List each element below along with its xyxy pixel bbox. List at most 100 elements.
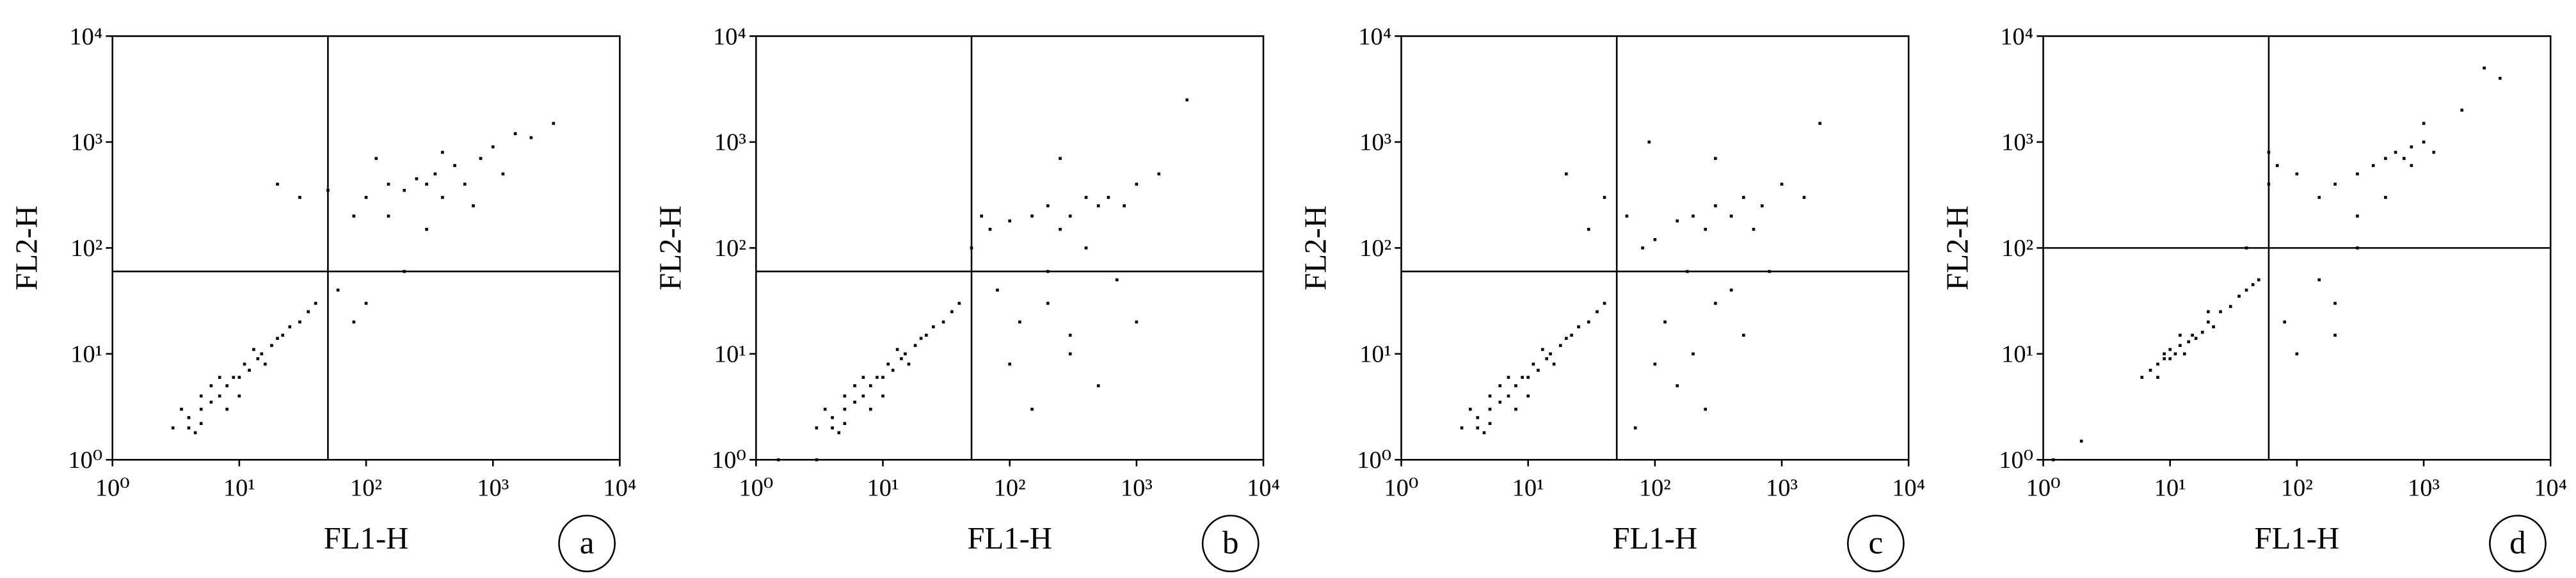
x-tick-label: 10⁴	[2534, 475, 2567, 502]
point	[1704, 227, 1708, 231]
point	[941, 320, 945, 324]
point	[1514, 384, 1517, 387]
point	[307, 310, 310, 314]
point	[2283, 320, 2287, 324]
point	[1676, 219, 1679, 223]
y-tick-label: 10¹	[714, 341, 746, 368]
point	[1059, 157, 1062, 160]
point	[1059, 227, 1062, 231]
point	[1521, 376, 1524, 379]
panel: 10⁰ 10¹ 10² 10³ 10⁴ 10⁰ 10¹ 10² 10³ 10⁴ FL1-H FL2-H…	[1299, 23, 1925, 573]
point	[1729, 214, 1733, 218]
point	[1603, 301, 1606, 305]
point	[2183, 352, 2186, 356]
plot-frame	[111, 35, 621, 461]
point	[950, 310, 954, 314]
x-axis-label: FL1-H	[324, 521, 409, 556]
x-tick-label: 10³	[1121, 475, 1153, 502]
point	[218, 394, 221, 397]
point	[1135, 320, 1139, 324]
point	[252, 348, 255, 351]
point	[831, 416, 834, 419]
x-axis-label: FL1-H	[967, 521, 1052, 556]
point	[2194, 337, 2198, 340]
point	[193, 431, 197, 435]
y-tick-label: 10⁴	[69, 23, 102, 50]
point	[1802, 196, 1806, 199]
point	[1157, 172, 1161, 176]
point	[288, 325, 292, 328]
point	[1488, 394, 1492, 397]
point	[1030, 408, 1034, 411]
y-axis-label: FL2-H	[10, 205, 44, 291]
point	[1653, 362, 1657, 366]
point	[336, 288, 340, 292]
point	[2317, 278, 2321, 282]
point	[1625, 214, 1629, 218]
point	[1549, 352, 1552, 356]
point	[2384, 196, 2387, 199]
point	[907, 362, 911, 366]
point	[187, 416, 191, 419]
point	[843, 422, 847, 425]
point	[199, 394, 203, 397]
plot-frame	[1400, 35, 1910, 461]
point	[1565, 172, 1568, 176]
point	[298, 196, 301, 199]
x-tick-label: 10¹	[867, 475, 899, 502]
point	[2356, 214, 2359, 218]
point	[1526, 376, 1530, 379]
point	[895, 348, 899, 351]
point	[237, 376, 241, 379]
point	[980, 214, 984, 218]
point	[2219, 310, 2222, 314]
point	[1587, 320, 1590, 324]
point	[900, 357, 903, 360]
point	[1068, 352, 1072, 356]
point	[2403, 157, 2406, 160]
point	[1507, 394, 1510, 397]
point	[1107, 196, 1110, 199]
point	[957, 301, 961, 305]
y-tick-label: 10¹	[70, 341, 102, 368]
point	[243, 362, 246, 366]
x-tick-label: 10³	[477, 475, 509, 502]
panel: 10⁰ 10¹ 10² 10³ 10⁴ 10⁰ 10¹ 10² 10³ 10⁴ FL1-H FL2-H…	[653, 23, 1280, 573]
point	[2156, 362, 2159, 366]
point	[1185, 98, 1189, 102]
y-tick-label: 10³	[70, 129, 102, 156]
y-tick-label: 10⁴	[713, 23, 746, 50]
point	[2207, 320, 2210, 324]
point	[552, 122, 556, 125]
point	[1565, 337, 1568, 340]
x-tick-label: 10⁰	[2026, 475, 2061, 502]
point	[2148, 369, 2152, 372]
point	[996, 288, 999, 292]
point	[225, 408, 228, 411]
point	[352, 320, 356, 324]
point	[1692, 352, 1695, 356]
panel-label-circle	[558, 515, 616, 573]
point	[853, 384, 856, 387]
panel: 10⁰ 10¹ 10² 10³ 10⁴ 10⁰ 10¹ 10² 10³ 10⁴ FL1-H FL2-H…	[10, 23, 636, 573]
point	[932, 325, 935, 328]
x-axis-label: FL1-H	[1613, 521, 1698, 556]
point	[1676, 384, 1679, 387]
point	[1742, 333, 1745, 337]
point	[374, 157, 378, 160]
x-tick-label: 10³	[2408, 475, 2440, 502]
point	[1084, 246, 1088, 250]
y-tick-label: 10²	[70, 235, 102, 262]
point	[1577, 325, 1580, 328]
point	[1498, 400, 1502, 404]
point	[1647, 140, 1651, 144]
point	[180, 408, 183, 411]
point	[260, 352, 264, 356]
x-tick-label: 10³	[1766, 475, 1798, 502]
point	[1558, 344, 1562, 348]
panel-label-circle	[1846, 515, 1905, 573]
point	[199, 422, 203, 425]
point	[513, 132, 517, 136]
point	[2483, 66, 2486, 70]
x-axis-label: FL1-H	[2255, 521, 2340, 556]
